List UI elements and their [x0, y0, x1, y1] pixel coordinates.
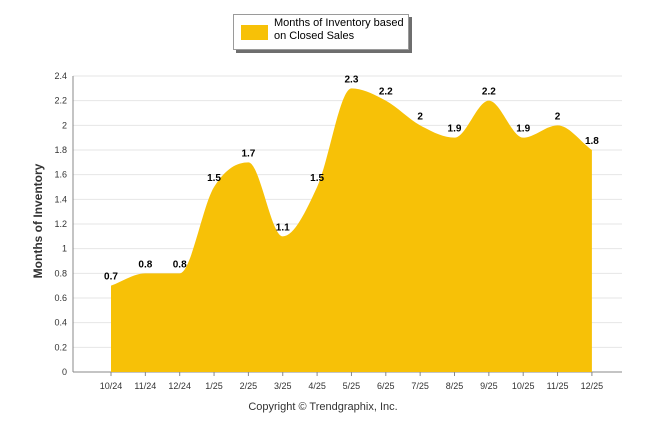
y-axis-title: Months of Inventory	[31, 163, 45, 278]
y-tick-label: 1	[62, 244, 67, 254]
y-tick-label: 0	[62, 367, 67, 377]
y-tick-label: 0.2	[54, 342, 67, 352]
data-label: 2	[555, 111, 561, 122]
copyright-text: Copyright © Trendgraphix, Inc.	[248, 401, 398, 413]
y-tick-label: 0.4	[54, 318, 67, 328]
x-tick-label: 6/25	[377, 381, 395, 391]
x-tick-label: 10/25	[512, 381, 535, 391]
x-tick-label: 11/24	[134, 381, 156, 391]
y-tick-labels: 0 0.2 0.4 0.6 0.8 1 1.2 1.4 1.6 1.8 2 2.2 2.4	[54, 71, 67, 377]
data-label: 2.2	[379, 87, 393, 98]
x-tick-label: 7/25	[411, 381, 429, 391]
y-tick-label: 1.4	[54, 194, 67, 204]
data-label: 1.1	[276, 222, 290, 233]
data-label: 1.9	[448, 124, 462, 135]
x-tick-label: 3/25	[274, 381, 292, 391]
x-tick-label: 5/25	[343, 381, 361, 391]
data-label: 2.3	[344, 74, 358, 85]
y-tick-label: 1.6	[54, 170, 67, 180]
x-tick-label: 12/24	[168, 381, 191, 391]
data-label: 1.5	[207, 173, 221, 184]
legend-swatch	[241, 25, 268, 40]
y-tick-label: 1.8	[54, 145, 67, 155]
x-tick-label: 2/25	[240, 381, 258, 391]
data-labels: 0.7 0.8 0.8 1.5 1.7 1.1 1.5 2.3 2.2 2 1.9 2.2 1.9 2 1.…	[104, 74, 599, 282]
area-series[interactable]	[111, 88, 592, 372]
data-label: 2	[417, 111, 423, 122]
data-label: 1.9	[516, 124, 530, 135]
legend[interactable]: Months of Inventory based on Closed Sale…	[233, 14, 409, 50]
x-tick-label: 11/25	[547, 381, 569, 391]
series-area	[111, 88, 592, 372]
x-tick-label: 8/25	[446, 381, 464, 391]
data-label: 2.2	[482, 87, 496, 98]
data-label: 1.8	[585, 136, 599, 147]
data-label: 0.7	[104, 272, 118, 283]
x-tick-label: 12/25	[581, 381, 604, 391]
y-tick-label: 0.8	[54, 268, 67, 278]
x-tick-label: 4/25	[308, 381, 326, 391]
data-label: 0.8	[138, 259, 152, 270]
y-tick-label: 2.4	[54, 71, 67, 81]
y-tick-label: 0.6	[54, 293, 67, 303]
x-tick-label: 10/24	[100, 381, 123, 391]
legend-label: Months of Inventory based on Closed Sale…	[274, 17, 404, 42]
data-label: 1.5	[310, 173, 324, 184]
data-label: 0.8	[173, 259, 187, 270]
x-tick-labels: 10/24 11/24 12/24 1/25 2/25 3/25 4/25 5/25 6/25 7…	[100, 372, 603, 391]
data-label: 1.7	[241, 148, 255, 159]
x-tick-label: 9/25	[480, 381, 498, 391]
y-tick-label: 2	[62, 120, 67, 130]
y-tick-label: 1.2	[54, 219, 67, 229]
x-tick-label: 1/25	[205, 381, 223, 391]
y-tick-label: 2.2	[54, 96, 67, 106]
